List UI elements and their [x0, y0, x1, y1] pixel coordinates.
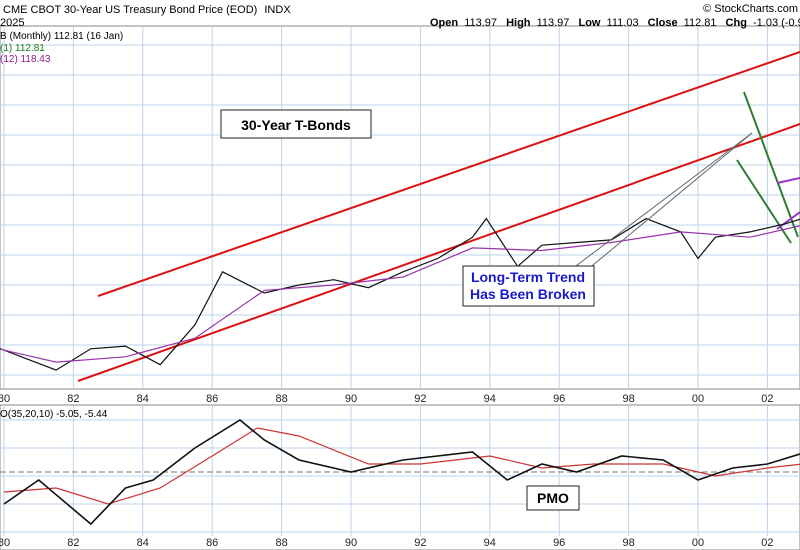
purple-trend-upper: [776, 177, 800, 184]
pmo-x-tick-label: 92: [414, 537, 426, 549]
pmo-x-tick-label: 98: [622, 537, 634, 549]
price-x-tick-label: 82: [67, 393, 79, 405]
channel-upper-line: [97, 51, 800, 297]
trend-callout-line2: Has Been Broken: [470, 286, 586, 302]
main-label: 30-Year T-Bonds: [241, 117, 351, 133]
pmo-x-tick-label: 90: [345, 537, 357, 549]
green-trend-lower: [736, 159, 792, 244]
callout-pointer-a: [559, 132, 753, 279]
price-x-tick-label: 80: [0, 393, 10, 405]
callout-pointer-b: [574, 132, 753, 281]
pmo-x-tick-label: 86: [206, 537, 218, 549]
moving-average-line: [0, 225, 800, 363]
price-panel-frame: [0, 25, 800, 390]
pmo-x-tick-label: 94: [484, 537, 496, 549]
pmo-x-tick-label: 80: [0, 537, 10, 549]
pmo-signal-line: [3, 427, 800, 505]
price-x-tick-label: 00: [692, 393, 704, 405]
pmo-x-tick-label: 02: [761, 537, 773, 549]
legend-line-3: (12) 118.43: [0, 54, 51, 65]
price-x-tick-label: 88: [275, 393, 287, 405]
price-grid: [0, 27, 800, 388]
pmo-legend: O(35,20,10) -5.05, -5.44: [0, 409, 108, 420]
price-x-tick-label: 96: [553, 393, 565, 405]
legend-line-1: B (Monthly) 112.81 (16 Jan): [0, 31, 123, 42]
pmo-grid: [0, 406, 800, 536]
price-x-tick-label: 90: [345, 393, 357, 405]
price-line: [0, 217, 800, 371]
main-label-box: [220, 109, 372, 139]
pmo-label: PMO: [537, 490, 569, 506]
purple-trend-lower: [776, 211, 800, 230]
pmo-panel-frame: [0, 404, 800, 550]
price-x-tick-label: 02: [761, 393, 773, 405]
price-x-tick-label: 92: [414, 393, 426, 405]
watermark: © StockCharts.com: [703, 3, 798, 15]
price-x-tick-label: 98: [622, 393, 634, 405]
trend-callout-box: [462, 265, 595, 307]
pmo-x-tick-label: 82: [67, 537, 79, 549]
pmo-x-tick-label: 84: [137, 537, 149, 549]
green-trend-upper: [743, 91, 799, 238]
header-date: 2025: [0, 17, 24, 29]
pmo-line: [3, 419, 800, 526]
price-x-tick-label: 84: [137, 393, 149, 405]
price-x-tick-label: 86: [206, 393, 218, 405]
price-x-ticks: 8082848688909294969800020406081012141618…: [0, 393, 774, 405]
price-x-tick-label: 94: [484, 393, 496, 405]
header-bar: [0, 0, 800, 16]
header-ohlc: Open 113.97 High 113.97 Low 111.03 Close…: [430, 17, 800, 29]
legend-line-2: (1) 112.81: [0, 43, 45, 54]
trend-callout-line1: Long-Term Trend: [471, 269, 585, 285]
channel-lower-line: [77, 123, 800, 382]
header-title: CME CBOT 30-Year US Treasury Bond Price …: [3, 4, 291, 16]
pmo-label-box: [526, 485, 580, 511]
pmo-x-tick-label: 96: [553, 537, 565, 549]
pmo-x-ticks: 8082848688909294969800020406081012141618…: [0, 537, 774, 549]
pmo-x-tick-label: 88: [275, 537, 287, 549]
pmo-x-tick-label: 00: [692, 537, 704, 549]
